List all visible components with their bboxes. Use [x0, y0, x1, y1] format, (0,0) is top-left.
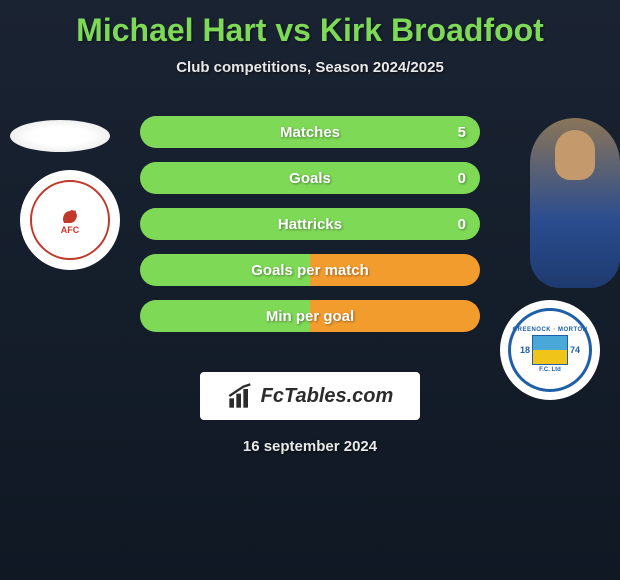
brand-badge: FcTables.com — [200, 372, 420, 420]
stat-label: Hattricks — [278, 216, 342, 233]
stat-row: Hattricks 0 — [140, 208, 480, 240]
club-left-badge: AFC — [20, 170, 120, 270]
stat-value-right: 5 — [458, 124, 466, 141]
stat-label: Goals per match — [251, 262, 369, 279]
subtitle: Club competitions, Season 2024/2025 — [0, 59, 620, 76]
stat-value-right: 0 — [458, 216, 466, 233]
date-text: 16 september 2024 — [0, 438, 620, 455]
stats-container: Matches 5 Goals 0 Hattricks 0 Goals per match M… — [140, 116, 480, 332]
brand-text: FcTables.com — [261, 385, 394, 408]
stat-row: Min per goal — [140, 300, 480, 332]
stat-label: Matches — [280, 124, 340, 141]
club-right-badge: GREENOCK · MORTON 18 74 F.C. Ltd — [500, 300, 600, 400]
player-right-photo — [530, 118, 620, 288]
stat-row: Matches 5 — [140, 116, 480, 148]
stat-label: Min per goal — [266, 308, 354, 325]
player-left-photo — [10, 120, 110, 152]
stat-row: Goals 0 — [140, 162, 480, 194]
stat-value-right: 0 — [458, 170, 466, 187]
club-right-shield — [532, 335, 568, 365]
chart-icon — [227, 382, 255, 410]
club-right-text-bottom: F.C. Ltd — [539, 367, 561, 373]
club-right-year-right: 74 — [570, 345, 580, 355]
rooster-icon — [58, 205, 82, 225]
page-title: Michael Hart vs Kirk Broadfoot — [0, 0, 620, 49]
club-left-text: AFC — [61, 225, 80, 235]
stat-row: Goals per match — [140, 254, 480, 286]
club-right-year-left: 18 — [520, 345, 530, 355]
stat-label: Goals — [289, 170, 331, 187]
